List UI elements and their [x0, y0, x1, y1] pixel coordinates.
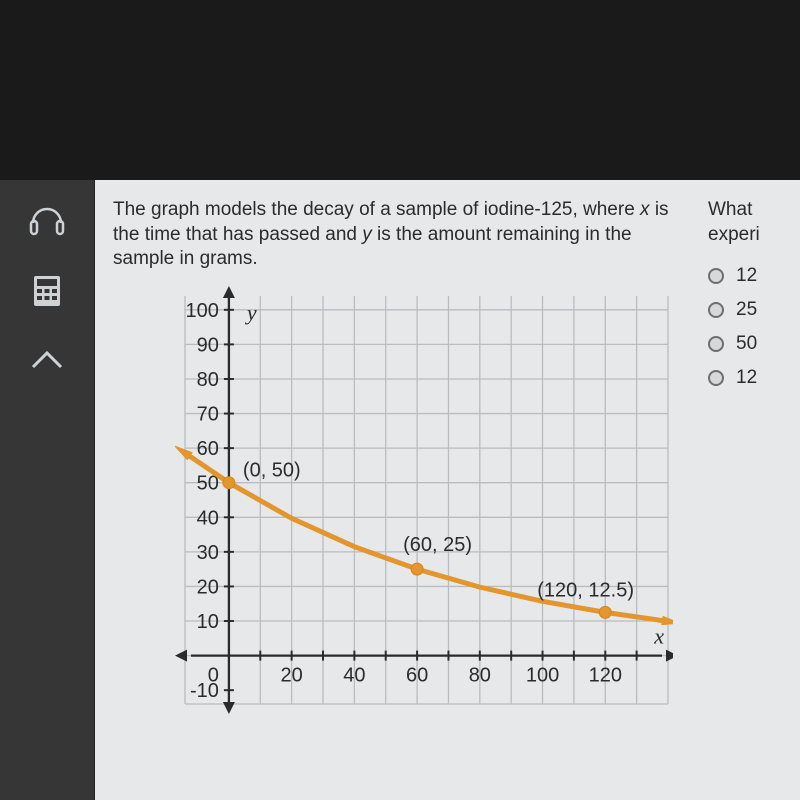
svg-text:(60, 25): (60, 25): [403, 534, 472, 556]
svg-text:y: y: [245, 300, 257, 325]
right-prompt: What experi: [708, 198, 788, 247]
decay-chart: 102030405060708090100204060801001200-10y…: [113, 284, 673, 754]
right-prompt-2: experi: [708, 224, 760, 245]
svg-text:(0, 50): (0, 50): [243, 460, 301, 482]
svg-text:90: 90: [197, 334, 219, 356]
answer-label: 12: [736, 367, 757, 389]
question-xvar: x: [640, 199, 650, 220]
right-prompt-1: What: [708, 199, 752, 220]
svg-text:20: 20: [197, 577, 219, 599]
caret-up-icon[interactable]: [26, 340, 68, 382]
radio-icon: [708, 302, 724, 318]
answer-label: 50: [736, 333, 757, 355]
svg-text:100: 100: [186, 300, 219, 322]
svg-text:10: 10: [197, 611, 219, 633]
headphones-icon[interactable]: [26, 200, 68, 242]
svg-text:80: 80: [197, 369, 219, 391]
radio-icon: [708, 268, 724, 284]
answer-label: 12: [736, 265, 757, 287]
svg-text:20: 20: [281, 665, 303, 687]
answer-option-4[interactable]: 12: [708, 367, 788, 389]
svg-text:(120, 12.5): (120, 12.5): [537, 579, 634, 601]
radio-icon: [708, 336, 724, 352]
svg-text:70: 70: [197, 404, 219, 426]
svg-text:-10: -10: [190, 680, 219, 702]
svg-text:60: 60: [197, 438, 219, 460]
svg-text:60: 60: [406, 665, 428, 687]
radio-icon: [708, 370, 724, 386]
answer-label: 25: [736, 299, 757, 321]
svg-text:40: 40: [343, 665, 365, 687]
answer-list: 12 25 50 12: [708, 265, 788, 389]
calculator-icon[interactable]: [26, 270, 68, 312]
question-yvar: y: [362, 224, 372, 245]
svg-text:80: 80: [469, 665, 491, 687]
question-pre: The graph models the decay of a sample o…: [113, 199, 640, 220]
svg-text:40: 40: [197, 507, 219, 529]
svg-text:30: 30: [197, 542, 219, 564]
answer-option-1[interactable]: 12: [708, 265, 788, 287]
answer-option-3[interactable]: 50: [708, 333, 788, 355]
svg-text:120: 120: [589, 665, 622, 687]
answers-column: What experi 12 25 50 12: [678, 198, 788, 800]
svg-text:x: x: [653, 624, 664, 649]
svg-text:100: 100: [526, 665, 559, 687]
top-black-band: [0, 0, 800, 180]
tool-sidebar: [0, 180, 95, 800]
answer-option-2[interactable]: 25: [708, 299, 788, 321]
question-text: The graph models the decay of a sample o…: [113, 198, 678, 272]
content-panel: The graph models the decay of a sample o…: [95, 180, 800, 800]
chart-svg: 102030405060708090100204060801001200-10y…: [113, 284, 673, 754]
